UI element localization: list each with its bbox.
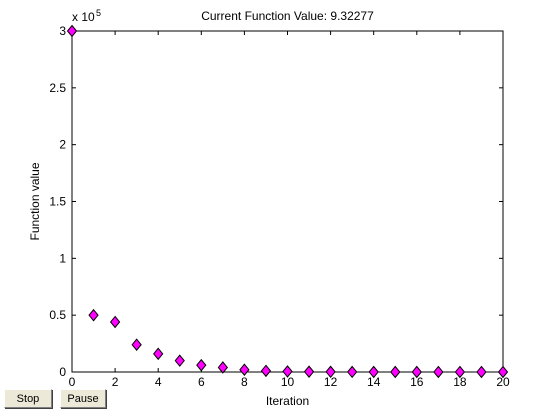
y-tick-label: 0 <box>59 365 66 379</box>
x-tick-label: 14 <box>367 375 381 389</box>
pause-button[interactable]: Pause <box>60 389 106 408</box>
chart-title: Current Function Value: 9.32277 <box>201 9 374 23</box>
data-point <box>325 365 336 379</box>
data-point <box>217 361 228 374</box>
y-tick-label: 1 <box>59 251 66 265</box>
x-axis-label: Iteration <box>266 394 309 408</box>
data-point <box>303 365 315 378</box>
x-tick-label: 18 <box>453 375 467 389</box>
data-point <box>497 365 509 379</box>
data-point <box>476 365 487 379</box>
x-tick-label: 2 <box>112 375 119 389</box>
x-tick-label: 6 <box>198 375 205 389</box>
y-tick-label: 2.5 <box>49 81 66 95</box>
data-point <box>347 365 358 379</box>
data-point <box>454 365 466 379</box>
x-tick-label: 12 <box>324 375 338 389</box>
data-point <box>88 308 99 322</box>
y-axis-label: Function value <box>28 162 42 240</box>
data-point <box>260 364 272 378</box>
data-point <box>131 338 142 352</box>
y-tick-label: 1.5 <box>49 195 66 209</box>
x-tick-label: 0 <box>69 375 76 389</box>
data-point <box>196 358 207 372</box>
y-tick-label: 3 <box>59 24 66 38</box>
data-point <box>390 365 401 379</box>
data-point <box>368 365 379 379</box>
y-exponent-label: x 10 <box>72 10 95 24</box>
x-tick-label: 20 <box>496 375 510 389</box>
data-point <box>282 365 293 378</box>
y-exponent-power: 5 <box>96 8 101 18</box>
data-point <box>411 365 422 379</box>
y-tick-label: 2 <box>59 138 66 152</box>
x-tick-label: 10 <box>281 375 295 389</box>
data-point <box>109 315 121 329</box>
x-tick-label: 8 <box>241 375 248 389</box>
x-tick-label: 16 <box>410 375 424 389</box>
data-point <box>433 365 444 379</box>
data-point <box>153 347 164 361</box>
y-tick-label: 0.5 <box>49 308 66 322</box>
data-point <box>66 24 78 38</box>
data-point <box>174 354 185 367</box>
x-tick-label: 4 <box>155 375 162 389</box>
plot-axes-box <box>71 30 504 373</box>
data-point <box>239 363 250 377</box>
stop-button[interactable]: Stop <box>4 389 52 408</box>
